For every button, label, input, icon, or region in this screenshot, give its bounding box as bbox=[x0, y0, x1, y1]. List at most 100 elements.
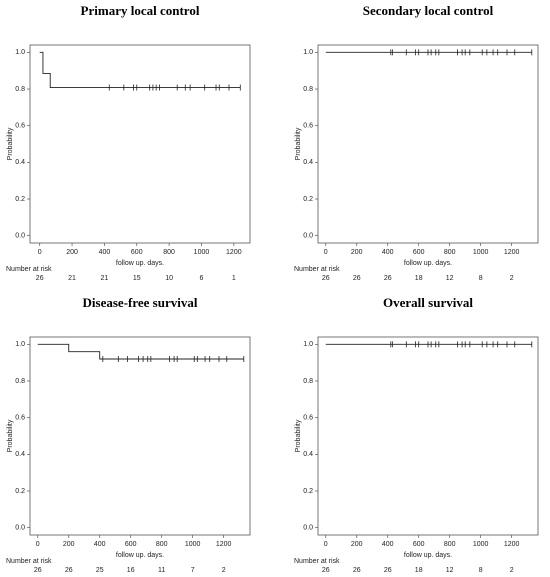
y-tick-label: 0.6 bbox=[303, 415, 313, 422]
risk-value: 1 bbox=[232, 275, 236, 282]
x-tick-label: 1000 bbox=[185, 541, 201, 548]
x-tick-label: 800 bbox=[163, 249, 175, 256]
risk-value: 21 bbox=[101, 275, 109, 282]
y-tick-label: 1.0 bbox=[303, 341, 313, 348]
risk-value: 2 bbox=[222, 567, 226, 574]
chart-title: Primary local control bbox=[81, 3, 200, 18]
risk-value: 2 bbox=[510, 567, 514, 574]
risk-label: Number at risk bbox=[294, 266, 340, 273]
x-tick-label: 1200 bbox=[504, 541, 520, 548]
risk-value: 16 bbox=[127, 567, 135, 574]
y-tick-label: 0.0 bbox=[303, 525, 313, 532]
y-tick-label: 0.8 bbox=[303, 378, 313, 385]
risk-value: 26 bbox=[353, 567, 361, 574]
risk-value: 18 bbox=[415, 567, 423, 574]
y-tick-label: 0.4 bbox=[15, 159, 25, 166]
x-tick-label: 0 bbox=[324, 541, 328, 548]
plot-frame bbox=[29, 336, 251, 536]
x-tick-label: 1000 bbox=[194, 249, 210, 256]
y-tick-label: 0.2 bbox=[303, 488, 313, 495]
x-tick-label: 1200 bbox=[226, 249, 242, 256]
y-tick-label: 0.2 bbox=[303, 196, 313, 203]
risk-value: 12 bbox=[446, 567, 454, 574]
x-tick-label: 200 bbox=[351, 541, 363, 548]
survival-curve bbox=[37, 343, 244, 360]
risk-value: 8 bbox=[479, 275, 483, 282]
y-tick-label: 0.0 bbox=[15, 525, 25, 532]
y-tick-label: 0.6 bbox=[15, 415, 25, 422]
risk-value: 6 bbox=[200, 275, 204, 282]
x-tick-label: 800 bbox=[156, 541, 168, 548]
y-tick-label: 1.0 bbox=[15, 341, 25, 348]
risk-value: 21 bbox=[68, 275, 76, 282]
y-tick-label: 0.2 bbox=[15, 488, 25, 495]
x-tick-label: 600 bbox=[125, 541, 137, 548]
x-tick-label: 1000 bbox=[473, 541, 489, 548]
risk-label: Number at risk bbox=[6, 266, 52, 273]
x-tick-label: 200 bbox=[66, 249, 78, 256]
x-tick-label: 600 bbox=[413, 249, 425, 256]
x-tick-label: 1200 bbox=[504, 249, 520, 256]
x-tick-label: 400 bbox=[382, 541, 394, 548]
x-tick-label: 600 bbox=[413, 541, 425, 548]
risk-value: 26 bbox=[322, 567, 330, 574]
risk-value: 2 bbox=[510, 275, 514, 282]
risk-value: 26 bbox=[353, 275, 361, 282]
x-tick-label: 1200 bbox=[216, 541, 232, 548]
risk-value: 26 bbox=[34, 567, 42, 574]
x-axis-label: follow up. days. bbox=[116, 552, 164, 559]
y-tick-label: 0.4 bbox=[303, 451, 313, 458]
chart-title: Overall survival bbox=[383, 295, 473, 310]
plot-frame bbox=[317, 336, 539, 536]
x-tick-label: 0 bbox=[324, 249, 328, 256]
risk-value: 26 bbox=[65, 567, 73, 574]
y-tick-label: 0.8 bbox=[15, 378, 25, 385]
risk-value: 12 bbox=[446, 275, 454, 282]
risk-label: Number at risk bbox=[6, 558, 52, 565]
y-tick-label: 0.8 bbox=[303, 86, 313, 93]
x-tick-label: 400 bbox=[99, 249, 111, 256]
y-tick-label: 0.8 bbox=[15, 86, 25, 93]
y-axis-label: Probability bbox=[295, 419, 302, 452]
chart-title: Secondary local control bbox=[363, 3, 494, 18]
x-tick-label: 0 bbox=[36, 541, 40, 548]
risk-label: Number at risk bbox=[294, 558, 340, 565]
x-tick-label: 800 bbox=[444, 249, 456, 256]
y-tick-label: 0.6 bbox=[303, 123, 313, 130]
x-tick-label: 0 bbox=[38, 249, 42, 256]
risk-value: 10 bbox=[165, 275, 173, 282]
y-axis-label: Probability bbox=[7, 127, 14, 160]
y-tick-label: 0.4 bbox=[15, 451, 25, 458]
risk-value: 26 bbox=[384, 275, 392, 282]
risk-value: 26 bbox=[36, 275, 44, 282]
risk-value: 8 bbox=[479, 567, 483, 574]
plot-frame bbox=[317, 44, 539, 244]
x-tick-label: 400 bbox=[94, 541, 106, 548]
y-tick-label: 0.0 bbox=[303, 233, 313, 240]
y-axis-label: Probability bbox=[295, 127, 302, 160]
plot-frame bbox=[29, 44, 251, 244]
y-tick-label: 0.0 bbox=[15, 233, 25, 240]
x-tick-label: 800 bbox=[444, 541, 456, 548]
x-axis-label: follow up. days. bbox=[116, 260, 164, 267]
chart-title: Disease-free survival bbox=[83, 295, 198, 310]
risk-value: 11 bbox=[158, 567, 165, 574]
risk-value: 26 bbox=[384, 567, 392, 574]
x-axis-label: follow up. days. bbox=[404, 260, 452, 267]
x-tick-label: 200 bbox=[63, 541, 75, 548]
y-tick-label: 0.4 bbox=[303, 159, 313, 166]
risk-value: 15 bbox=[133, 275, 141, 282]
x-tick-label: 200 bbox=[351, 249, 363, 256]
y-tick-label: 1.0 bbox=[15, 49, 25, 56]
y-tick-label: 0.2 bbox=[15, 196, 25, 203]
y-axis-label: Probability bbox=[7, 419, 14, 452]
risk-value: 18 bbox=[415, 275, 423, 282]
risk-value: 26 bbox=[322, 275, 330, 282]
x-tick-label: 600 bbox=[131, 249, 143, 256]
survival-curve bbox=[39, 51, 241, 88]
risk-value: 7 bbox=[191, 567, 195, 574]
y-tick-label: 0.6 bbox=[15, 123, 25, 130]
x-axis-label: follow up. days. bbox=[404, 552, 452, 559]
risk-value: 25 bbox=[96, 567, 104, 574]
